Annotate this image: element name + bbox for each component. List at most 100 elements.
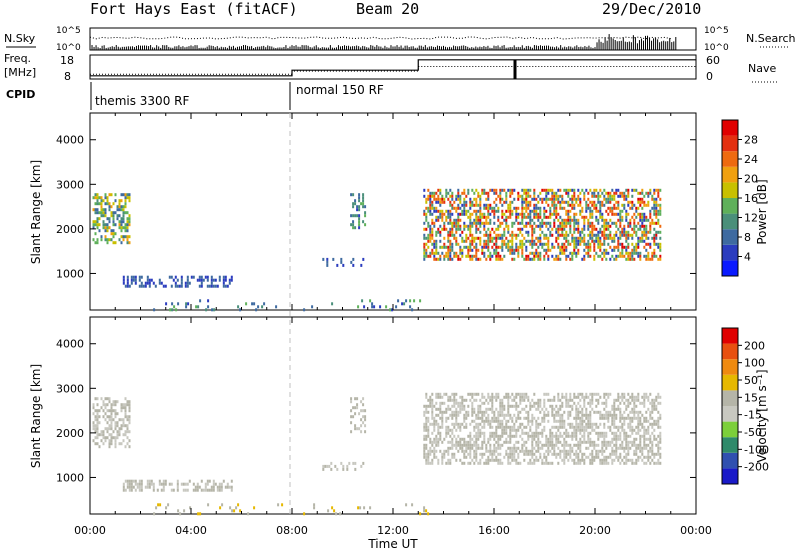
data-cell — [583, 425, 586, 429]
data-cell — [561, 227, 564, 231]
data-cell — [449, 458, 452, 462]
data-cell — [138, 278, 141, 282]
data-cell — [651, 416, 654, 420]
data-cell — [431, 392, 434, 396]
data-cell — [559, 452, 562, 456]
data-cell — [120, 409, 123, 413]
data-cell — [362, 397, 365, 401]
data-cell — [219, 506, 222, 510]
data-cell — [541, 221, 544, 225]
data-cell — [529, 452, 532, 456]
data-cell — [473, 221, 476, 225]
data-cell — [545, 209, 548, 213]
data-cell — [623, 416, 626, 420]
data-cell — [527, 434, 530, 438]
data-cell — [469, 215, 472, 219]
data-cell — [609, 425, 612, 429]
data-cell — [627, 422, 630, 426]
data-cell — [423, 248, 426, 252]
data-cell — [543, 221, 546, 225]
data-cell — [449, 248, 452, 252]
data-cell — [100, 214, 103, 218]
data-cell — [423, 227, 426, 231]
data-cell — [605, 434, 608, 438]
data-cell — [453, 254, 456, 258]
data-cell — [128, 482, 131, 486]
data-cell — [102, 226, 105, 230]
data-cell — [537, 254, 540, 258]
data-cell — [607, 212, 610, 216]
data-cell — [425, 446, 428, 450]
data-cell — [639, 203, 642, 207]
data-cell — [621, 245, 624, 249]
data-cell — [433, 452, 436, 456]
data-cell — [493, 434, 496, 438]
data-cell — [463, 224, 466, 228]
data-cell — [427, 194, 430, 198]
data-cell — [409, 305, 412, 309]
data-cell — [545, 440, 548, 444]
data-cell — [140, 488, 143, 492]
data-cell — [118, 427, 121, 431]
data-cell — [531, 449, 534, 453]
data-cell — [653, 434, 656, 438]
data-cell — [651, 401, 654, 405]
data-cell — [533, 257, 536, 261]
data-cell — [354, 397, 357, 401]
data-cell — [144, 281, 147, 285]
data-cell — [533, 392, 536, 396]
data-cell — [525, 239, 528, 243]
data-cell — [461, 251, 464, 255]
data-cell — [352, 220, 355, 224]
data-cell — [605, 461, 608, 465]
colorbar-swatch — [722, 343, 738, 360]
data-cell — [563, 431, 566, 435]
data-cell — [649, 221, 652, 225]
data-cell — [352, 415, 355, 419]
data-cell — [507, 455, 510, 459]
data-cell — [587, 422, 590, 426]
data-cell — [559, 257, 562, 261]
data-cell — [124, 223, 127, 227]
data-cell — [441, 197, 444, 201]
data-cell — [577, 251, 580, 255]
data-cell — [597, 239, 600, 243]
data-cell — [206, 275, 209, 279]
data-cell — [617, 200, 620, 204]
data-cell — [573, 212, 576, 216]
data-cell — [535, 206, 538, 210]
data-cell — [451, 212, 454, 216]
data-cell — [362, 220, 365, 224]
data-cell — [168, 275, 171, 279]
data-cell — [621, 227, 624, 231]
data-cell — [553, 398, 556, 402]
data-cell — [539, 212, 542, 216]
data-cell — [431, 404, 434, 408]
data-cell — [645, 392, 648, 396]
data-cell — [515, 242, 518, 246]
data-cell — [171, 308, 174, 312]
data-cell — [561, 245, 564, 249]
data-cell — [425, 197, 428, 201]
data-cell — [575, 443, 578, 447]
data-cell — [535, 236, 538, 240]
data-cell — [529, 428, 532, 432]
data-cell — [503, 188, 506, 192]
data-cell — [617, 242, 620, 246]
data-cell — [657, 392, 660, 396]
data-cell — [513, 257, 516, 261]
data-cell — [647, 398, 650, 402]
data-cell — [603, 224, 606, 228]
data-cell — [545, 251, 548, 255]
data-cell — [617, 212, 620, 216]
data-cell — [523, 407, 526, 411]
data-cell — [631, 395, 634, 399]
data-cell — [431, 242, 434, 246]
data-cell — [198, 485, 201, 489]
data-cell — [487, 407, 490, 411]
data-cell — [423, 452, 426, 456]
data-cell — [148, 479, 151, 483]
data-cell — [511, 452, 514, 456]
data-cell — [469, 233, 472, 237]
data-cell — [358, 196, 361, 200]
